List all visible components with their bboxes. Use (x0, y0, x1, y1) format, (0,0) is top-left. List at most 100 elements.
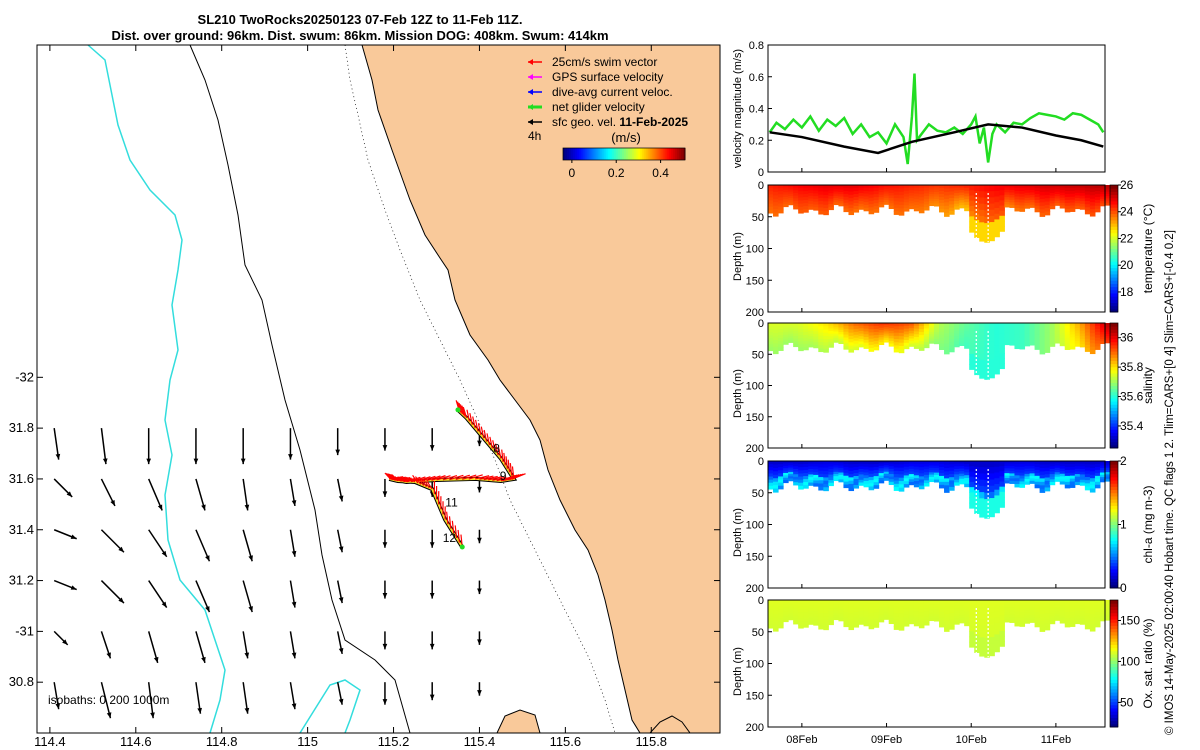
profile-cell (1029, 337, 1036, 341)
profile-cell (969, 211, 975, 217)
profile-cell (773, 185, 779, 190)
profile-cell (883, 202, 890, 205)
profile-cell (1004, 342, 1010, 346)
profile-colorbar-cell (1110, 286, 1118, 291)
profile-cell (918, 206, 925, 211)
profile-cell (984, 638, 990, 646)
profile-cell (808, 325, 814, 329)
profile-cell (768, 191, 774, 195)
profile-cell (1105, 472, 1111, 475)
profile-cell (898, 208, 905, 213)
profile-cell (1044, 332, 1051, 337)
current-arrow-head (201, 656, 206, 663)
profile-cell (803, 603, 809, 607)
profile-cell (1049, 203, 1056, 207)
profile-cell (803, 334, 809, 339)
profile-cell (873, 621, 880, 625)
profile-cell (1079, 338, 1086, 343)
profile-colorbar-cell (1110, 326, 1118, 330)
profile-cell (918, 482, 925, 487)
profile-colorbar-cell (1110, 423, 1118, 427)
profile-cell (1034, 185, 1041, 189)
profile-colorbar-cell (1110, 213, 1118, 218)
profile-xtick-label: 11Feb (1041, 734, 1071, 746)
current-arrow-head (477, 440, 482, 447)
profile-cell (868, 486, 875, 491)
profile-cell (933, 616, 940, 620)
profile-cell (773, 202, 779, 207)
profile-cell (918, 485, 925, 490)
profile-cell (1014, 339, 1021, 344)
profile-cell (913, 345, 920, 349)
profile-colorbar-cell (1110, 521, 1118, 525)
profile-cell (928, 198, 935, 202)
profile-cell (944, 606, 950, 612)
profile-cell (873, 337, 880, 342)
profile-cell (788, 467, 794, 471)
profile-cell (1089, 610, 1096, 615)
profile-cell (783, 330, 789, 334)
profile-cell (878, 616, 885, 620)
profile-colorbar-cell (1110, 701, 1118, 706)
profile-cell (959, 332, 965, 337)
profile-cell (1079, 336, 1086, 340)
profile-cell (1004, 194, 1010, 198)
profile-cell (878, 602, 885, 606)
profile-cell (873, 470, 880, 474)
profile-cell (793, 325, 799, 329)
profile-cell (783, 463, 789, 467)
profile-cell (974, 611, 980, 619)
profile-colorbar-cell (1110, 584, 1118, 589)
colorbar-cell (658, 148, 662, 160)
profile-colorbar-label: Ox. sat. ratio (%) (1141, 618, 1155, 708)
profile-cell (898, 342, 905, 347)
profile-cell (1014, 600, 1021, 604)
profile-cell (913, 337, 920, 341)
swim-vector (451, 520, 455, 534)
profile-ytick-label: 200 (746, 307, 764, 319)
profile-cell (1029, 327, 1036, 331)
profile-cell (1099, 323, 1106, 326)
profile-cell (984, 467, 990, 475)
profile-cell (954, 482, 960, 486)
profile-cell (918, 335, 925, 339)
profile-cell (818, 185, 824, 189)
profile-cell (1105, 327, 1111, 331)
profile-cell (1049, 205, 1056, 210)
colorbar-cell (565, 148, 568, 160)
colorbar-cell (640, 148, 643, 160)
profile-cell (858, 328, 865, 332)
profile-cell (1049, 613, 1056, 617)
profile-cell (888, 340, 895, 345)
profile-cell (984, 631, 990, 639)
profile-colorbar-cell (1110, 329, 1118, 333)
profile-cell (984, 600, 990, 607)
profile-cell (848, 198, 855, 202)
profile-cell (999, 363, 1005, 370)
current-arrow-head (291, 703, 297, 710)
profile-cell (989, 498, 995, 505)
profile-cell (788, 461, 794, 464)
colorbar-cell (577, 148, 580, 160)
profile-cell (969, 195, 975, 202)
profile-cell (798, 473, 804, 478)
profile-cell (939, 343, 945, 348)
profile-cell (833, 323, 839, 326)
profile-colorbar-cell (1110, 245, 1118, 249)
profile-cell (1079, 185, 1086, 189)
profile-cell (823, 188, 829, 193)
profile-cell (838, 602, 844, 606)
profile-cell (828, 621, 834, 626)
profile-cell (793, 336, 799, 340)
colorbar-cell (644, 148, 647, 160)
profile-cell (1105, 323, 1111, 326)
profile-cell (873, 209, 880, 213)
profile-cell (939, 346, 945, 350)
profile-colorbar-cell (1110, 267, 1118, 272)
profile-cell (858, 336, 865, 340)
profile-cell (1039, 467, 1046, 473)
current-arrow-head (146, 458, 152, 465)
profile-cell (878, 600, 885, 604)
profile-cell (803, 206, 809, 210)
isobath-1000m (299, 679, 361, 734)
